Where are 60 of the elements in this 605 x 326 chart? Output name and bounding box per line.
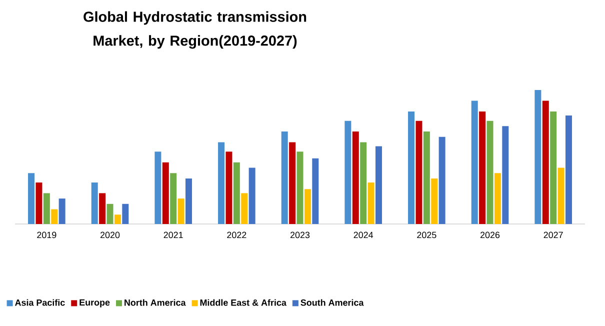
bar: [471, 100, 478, 224]
x-tick-label: 2021: [164, 232, 183, 238]
legend-label: Middle East & Africa: [200, 299, 286, 306]
bar: [534, 90, 542, 224]
bar: [289, 142, 296, 224]
x-tick-label: 2023: [290, 232, 310, 238]
chart-title: Global Hydrostatic transmission Market, by Region(2019-2027): [84, 11, 306, 49]
legend-label: North America: [124, 299, 186, 306]
x-tick-label: 2022: [227, 232, 246, 238]
bar: [58, 198, 66, 224]
bar: [479, 111, 486, 224]
bar: [178, 198, 184, 224]
bar: [352, 132, 359, 224]
bar: [28, 173, 35, 224]
bar: [122, 204, 129, 224]
bar: [565, 115, 572, 224]
bar: [416, 120, 422, 224]
x-tick-label: 2027: [544, 232, 563, 238]
x-tick-label: 2019: [37, 232, 56, 238]
bar: [154, 152, 162, 224]
bar: [99, 193, 106, 224]
bar: [281, 132, 288, 224]
bar: [494, 173, 501, 224]
bar: [486, 120, 494, 224]
bar: [36, 182, 42, 224]
bar: [502, 126, 509, 224]
bar: [423, 132, 430, 224]
x-tick-label: 2024: [354, 232, 374, 238]
bar: [431, 178, 438, 224]
legend-label: Europe: [80, 299, 110, 308]
bar: [218, 142, 225, 224]
bar: [542, 100, 549, 224]
legend-label: Asia Pacific: [14, 299, 65, 306]
bar: [170, 173, 177, 224]
bar: [241, 193, 248, 224]
bar: [558, 168, 564, 224]
bar: [368, 182, 374, 224]
bar: [408, 111, 415, 224]
bar: [375, 146, 382, 224]
bar: [226, 152, 232, 224]
bar: [106, 204, 114, 224]
bar: [233, 162, 240, 224]
x-tick-label: 2025: [417, 232, 436, 238]
bar: [296, 152, 304, 224]
x-tick-label: 2020: [100, 232, 120, 238]
bar: [185, 178, 192, 224]
bar: [248, 168, 256, 224]
x-tick-label: 2026: [480, 232, 500, 238]
bar: [312, 158, 319, 224]
bar: [114, 214, 121, 224]
bar: [360, 142, 367, 224]
bar: [550, 111, 557, 224]
bar: [43, 193, 50, 224]
bar: [438, 136, 446, 224]
legend-label: South America: [300, 299, 364, 306]
bar: [162, 162, 169, 224]
bar: [91, 182, 98, 224]
bar: [304, 189, 311, 224]
bar: [344, 120, 352, 224]
bar: [51, 209, 58, 224]
